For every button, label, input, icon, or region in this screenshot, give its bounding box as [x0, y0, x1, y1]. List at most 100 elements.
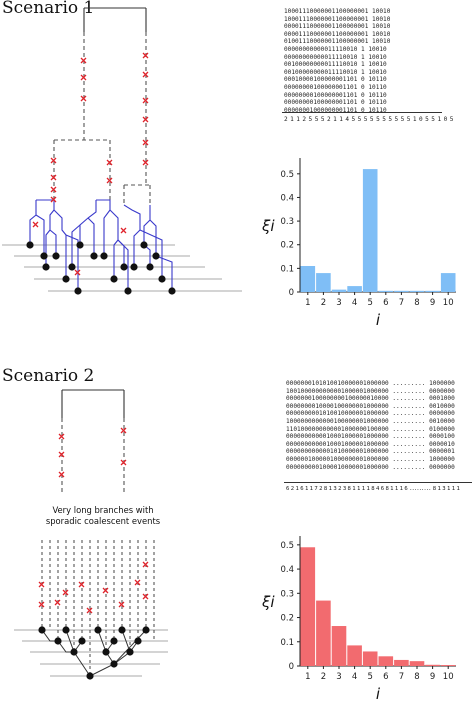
mutation-marks: [58, 427, 127, 478]
matrix-row: 10001110000001100000001 10010: [284, 8, 391, 15]
x-tick-label: 2: [321, 298, 326, 308]
matrix-row: 00000000000011110010 1 10010: [284, 53, 387, 61]
y-tick-label: 0.4: [280, 193, 294, 203]
x-tick-label: 4: [352, 298, 357, 308]
bar-7: [394, 290, 409, 292]
x-tick-label: 10: [443, 672, 454, 682]
scenario-2-matrix-rule: [284, 482, 472, 483]
x-tick-label: 6: [383, 298, 388, 308]
scenario-2-column-sums: 6 2 1 6 1 1 7 2 8 1 3 2 3 8 1 1 1 1 8 4 …: [286, 486, 460, 492]
bar-4: [347, 286, 362, 292]
tree-mutation-marks: [32, 52, 149, 276]
matrix-row: 00000000000011110010 1 10010: [284, 45, 387, 53]
y-tick-label: 0.5: [280, 170, 294, 180]
matrix-row: 0000000001000010000001000000 ......... 0…: [286, 463, 455, 471]
x-tick-label: 3: [336, 298, 341, 308]
tree-sample-dots: [26, 241, 176, 295]
y-tick-label: 0.2: [280, 614, 294, 624]
y-axis-label: ξi: [261, 217, 275, 235]
bar-9: [425, 664, 440, 666]
matrix-row: 0000000010000100000001000000 ......... 0…: [286, 402, 455, 410]
x-tick-label: 6: [383, 672, 388, 682]
x-tick-label: 7: [399, 672, 404, 682]
bar-8: [409, 661, 425, 666]
x-tick-label: 7: [399, 298, 404, 308]
scenario-1-sfs-chart: 0 0.1 0.2 0.3 0.4 0.5 1 2 3 4 5 6 7 8 9 10 i ξi: [261, 158, 456, 329]
y-tick-label: 0.3: [280, 589, 294, 599]
bar-1: [300, 266, 316, 292]
matrix-row: 01001110000001100000001 10010: [284, 38, 391, 46]
bar-2: [316, 273, 331, 292]
bar-5: [362, 169, 378, 292]
matrix-row: 00000000100000001101 0 10110: [284, 99, 387, 107]
x-tick-label: 9: [430, 672, 435, 682]
annotation-line-2: sporadic coalescent events: [45, 516, 161, 526]
y-tick-label: 0.4: [280, 565, 294, 575]
matrix-row: 0000000000001010000001000000 ......... 0…: [286, 448, 455, 456]
scenario-1-genealogy-tree: [2, 7, 242, 295]
bar-3: [331, 289, 347, 292]
matrix-row: 0000001000001000000001000000 ......... 1…: [286, 455, 455, 463]
matrix-row: 00001110000001100000001 10010: [284, 23, 391, 31]
bar-5: [362, 651, 378, 666]
y-tick-label: 0.1: [280, 264, 294, 274]
y-tick-label: 0.3: [280, 217, 294, 227]
x-tick-label: 1: [305, 298, 310, 308]
matrix-row: 00010000100000001101 0 10110: [284, 76, 387, 84]
matrix-row: 0000000101010010000001000000 ......... 1…: [286, 380, 455, 387]
tree-dashed-branches: [53, 32, 151, 205]
matrix-row: 00000000100000001101 0 10110: [284, 91, 387, 99]
tree-top-bracket: [83, 7, 147, 32]
scenario-2-title: Scenario 2: [2, 366, 95, 386]
bar-7: [394, 659, 409, 666]
x-tick-label: 4: [352, 672, 357, 682]
x-axis-label: i: [376, 685, 381, 703]
y-tick-label: 0.1: [280, 638, 294, 648]
x-tick-label: 5: [367, 672, 372, 682]
mutation-marks-star: [38, 561, 149, 614]
bar-10: [440, 665, 456, 666]
tree-blue-subtrees: [29, 199, 173, 291]
x-tick-label: 8: [414, 298, 419, 308]
x-tick-label: 3: [336, 672, 341, 682]
matrix-row: 00100000000011110010 1 10010: [284, 68, 387, 76]
x-tick-label: 8: [414, 672, 419, 682]
scenario-2-star-tree: [14, 540, 168, 680]
y-tick-label: 0.5: [280, 541, 294, 551]
x-tick-label: 5: [367, 298, 372, 308]
bar-4: [347, 645, 362, 666]
y-tick-label: 0: [289, 662, 294, 672]
scenario-1-title: Scenario 1: [2, 0, 95, 18]
scenario-2-top-tree: [58, 389, 127, 492]
matrix-row: 00001110000001100000001 10010: [284, 30, 391, 38]
scenario-2-sfs-chart: 0 0.1 0.2 0.3 0.4 0.5 1 2 3 4 5 6 7 8 9 10 i ξi: [261, 536, 456, 703]
scenario-1-column-sums: 2 1 1 2 5 5 5 2 1 1 4 5 5 5 5 5 5 5 5 5 …: [284, 116, 453, 123]
matrix-row: 00000001000000001101 0 10110: [284, 106, 387, 112]
bar-2: [316, 600, 331, 666]
matrix-row: 0000000001010010000001000000 ......... 0…: [286, 410, 455, 418]
x-axis-label: i: [376, 311, 381, 329]
matrix-row: 00000000100000001101 0 10110: [284, 83, 387, 91]
bar-1: [300, 547, 316, 666]
matrix-row: 0000000000010001000001000000 ......... 0…: [286, 440, 455, 448]
matrix-row: 1101000000000001000000100000 ......... 0…: [286, 425, 455, 433]
bar-6: [378, 290, 394, 292]
annotation-line-1: Very long branches with: [52, 505, 154, 515]
matrix-row: 00100000000011110010 1 10010: [284, 61, 387, 69]
y-tick-label: 0.2: [280, 241, 294, 251]
bar-6: [378, 656, 394, 666]
scenario-2-matrix: 0000000101010010000001000000 ......... 1…: [286, 380, 474, 474]
x-tick-label: 1: [305, 672, 310, 682]
matrix-rows: 10001110000001100000001 10010 10001110000…: [284, 8, 444, 112]
x-tick-label: 9: [430, 298, 435, 308]
scenario-1-matrix-rule: [282, 112, 442, 113]
y-axis-label: ξi: [261, 593, 275, 611]
x-tick-label: 10: [443, 298, 454, 308]
bar-10: [440, 273, 456, 292]
scenario-1-matrix: 10001110000001100000001 10010 10001110000…: [284, 8, 444, 112]
bar-9: [425, 290, 440, 292]
matrix-row: 1001000000000001000001000000 ......... 0…: [286, 387, 455, 395]
bar-8: [409, 290, 425, 292]
scenario-2-annotation: Very long branches with sporadic coalesc…: [28, 505, 178, 527]
star-tree-sample-dots: [38, 626, 150, 680]
